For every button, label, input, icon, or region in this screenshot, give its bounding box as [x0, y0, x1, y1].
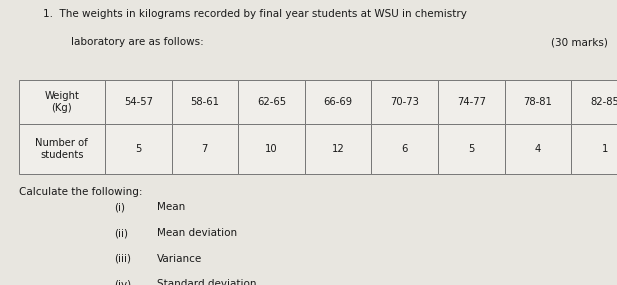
Text: 5: 5 — [468, 144, 474, 154]
Text: Standard deviation: Standard deviation — [157, 279, 257, 285]
Text: laboratory are as follows:: laboratory are as follows: — [71, 37, 204, 47]
Text: Number of
students: Number of students — [35, 138, 88, 160]
Bar — [105, 80, 172, 124]
Text: (ii): (ii) — [114, 228, 128, 238]
Text: 58-61: 58-61 — [190, 97, 220, 107]
Bar — [19, 124, 105, 174]
Text: 10: 10 — [265, 144, 278, 154]
Bar — [19, 80, 105, 124]
Text: (iv): (iv) — [114, 279, 131, 285]
Bar — [238, 80, 305, 124]
Bar — [305, 124, 371, 174]
Text: Calculate the following:: Calculate the following: — [19, 187, 142, 197]
Text: 66-69: 66-69 — [323, 97, 353, 107]
Text: 4: 4 — [535, 144, 541, 154]
Text: 70-73: 70-73 — [391, 97, 419, 107]
Text: Variance: Variance — [157, 254, 202, 264]
Text: 6: 6 — [402, 144, 408, 154]
Text: 12: 12 — [332, 144, 344, 154]
Bar — [438, 80, 505, 124]
Text: 54-57: 54-57 — [123, 97, 153, 107]
Bar — [371, 80, 438, 124]
Text: 7: 7 — [202, 144, 208, 154]
Text: Mean deviation: Mean deviation — [157, 228, 238, 238]
Bar — [571, 124, 617, 174]
Text: 82-85: 82-85 — [590, 97, 617, 107]
Text: 1: 1 — [602, 144, 608, 154]
Text: 78-81: 78-81 — [524, 97, 552, 107]
Text: 74-77: 74-77 — [457, 97, 486, 107]
Bar — [105, 124, 172, 174]
Bar — [172, 124, 238, 174]
Bar — [305, 80, 371, 124]
Bar — [571, 80, 617, 124]
Text: Mean: Mean — [157, 202, 186, 212]
Bar — [438, 124, 505, 174]
Text: 1.  The weights in kilograms recorded by final year students at WSU in chemistry: 1. The weights in kilograms recorded by … — [43, 9, 467, 19]
Bar — [505, 124, 571, 174]
Text: (30 marks): (30 marks) — [551, 37, 608, 47]
Text: Weight
(Kg): Weight (Kg) — [44, 91, 79, 113]
Text: 5: 5 — [135, 144, 141, 154]
Bar — [238, 124, 305, 174]
Bar — [172, 80, 238, 124]
Text: (iii): (iii) — [114, 254, 131, 264]
Text: (i): (i) — [114, 202, 125, 212]
Bar — [505, 80, 571, 124]
Bar — [371, 124, 438, 174]
Text: 62-65: 62-65 — [257, 97, 286, 107]
